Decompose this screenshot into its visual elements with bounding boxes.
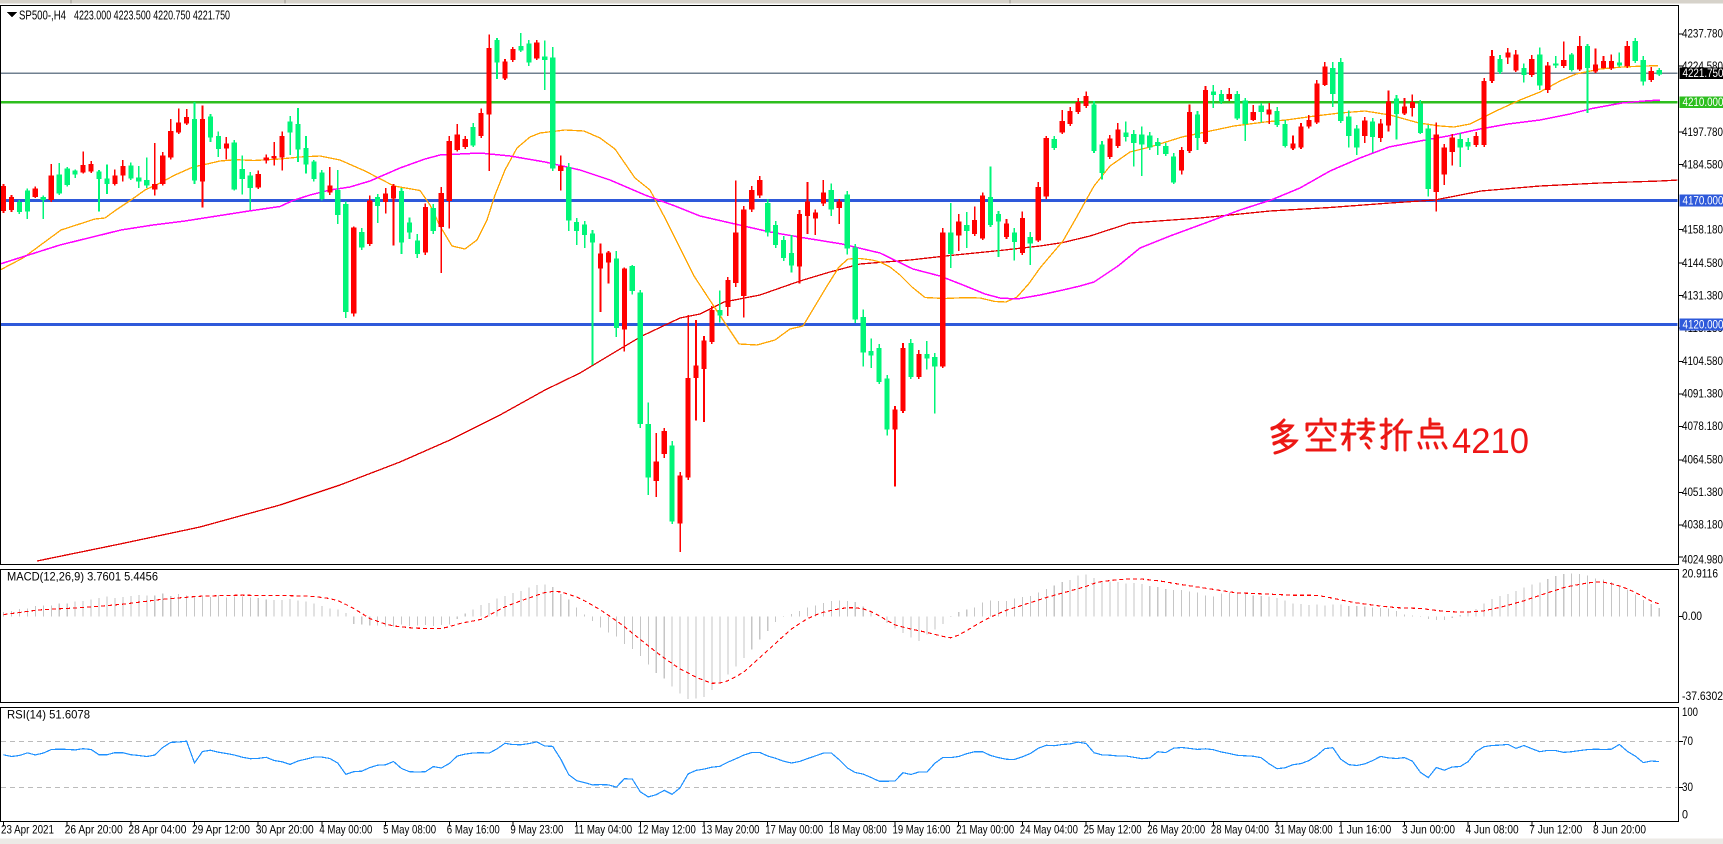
- svg-text:4 May 00:00: 4 May 00:00: [319, 823, 372, 837]
- svg-text:7 Jun 12:00: 7 Jun 12:00: [1529, 823, 1582, 837]
- svg-text:17 May 00:00: 17 May 00:00: [765, 823, 823, 837]
- svg-text:4038.180: 4038.180: [1682, 518, 1723, 532]
- svg-text:4170.000: 4170.000: [1683, 193, 1723, 207]
- svg-text:21 May 00:00: 21 May 00:00: [956, 823, 1014, 837]
- svg-text:31 May 08:00: 31 May 08:00: [1275, 823, 1333, 837]
- svg-text:4197.780: 4197.780: [1682, 125, 1723, 139]
- svg-text:23 Apr 2021: 23 Apr 2021: [1, 823, 54, 837]
- svg-text:4131.380: 4131.380: [1682, 288, 1723, 302]
- svg-text:18 May 08:00: 18 May 08:00: [829, 823, 887, 837]
- svg-text:4158.180: 4158.180: [1682, 222, 1723, 236]
- svg-text:30: 30: [1682, 780, 1693, 794]
- svg-text:4 Jun 08:00: 4 Jun 08:00: [1466, 823, 1519, 837]
- svg-text:4184.580: 4184.580: [1682, 157, 1723, 171]
- svg-text:0.00: 0.00: [1682, 609, 1702, 623]
- svg-text:4091.380: 4091.380: [1682, 387, 1723, 401]
- svg-text:20.9116: 20.9116: [1682, 567, 1718, 581]
- svg-text:3 Jun 00:00: 3 Jun 00:00: [1402, 823, 1455, 837]
- svg-text:28 Apr 04:00: 28 Apr 04:00: [128, 823, 186, 837]
- svg-text:4104.580: 4104.580: [1682, 354, 1723, 368]
- svg-text:4210.000: 4210.000: [1683, 95, 1723, 109]
- svg-text:9 May 23:00: 9 May 23:00: [510, 823, 563, 837]
- svg-text:4051.380: 4051.380: [1682, 485, 1723, 499]
- svg-text:70: 70: [1682, 734, 1693, 748]
- svg-text:4144.580: 4144.580: [1682, 256, 1723, 270]
- svg-text:4221.750: 4221.750: [1683, 66, 1723, 80]
- svg-text:26 Apr 20:00: 26 Apr 20:00: [65, 823, 123, 837]
- svg-text:RSI(14) 51.6078: RSI(14) 51.6078: [7, 708, 90, 722]
- svg-text:13 May 20:00: 13 May 20:00: [702, 823, 760, 837]
- svg-text:12 May 12:00: 12 May 12:00: [638, 823, 696, 837]
- svg-text:19 May 16:00: 19 May 16:00: [893, 823, 951, 837]
- svg-text:25 May 12:00: 25 May 12:00: [1084, 823, 1142, 837]
- svg-text:4223.000 4223.500 4220.750 422: 4223.000 4223.500 4220.750 4221.750: [74, 8, 230, 23]
- svg-text:4120.000: 4120.000: [1683, 317, 1723, 331]
- svg-text:100: 100: [1682, 705, 1698, 719]
- svg-text:MACD(12,26,9) 3.7601 5.4456: MACD(12,26,9) 3.7601 5.4456: [7, 570, 158, 584]
- svg-text:0: 0: [1682, 808, 1688, 822]
- svg-text:4210: 4210: [1452, 421, 1529, 461]
- svg-text:4078.180: 4078.180: [1682, 419, 1723, 433]
- svg-text:30 Apr 20:00: 30 Apr 20:00: [256, 823, 314, 837]
- svg-text:1 Jun 16:00: 1 Jun 16:00: [1338, 823, 1391, 837]
- svg-text:24 May 04:00: 24 May 04:00: [1020, 823, 1078, 837]
- svg-text:4024.980: 4024.980: [1682, 552, 1723, 566]
- svg-text:-37.6302: -37.6302: [1682, 689, 1723, 703]
- svg-text:29 Apr 12:00: 29 Apr 12:00: [192, 823, 250, 837]
- svg-text:4237.780: 4237.780: [1682, 27, 1723, 41]
- svg-text:5 May 08:00: 5 May 08:00: [383, 823, 436, 837]
- svg-text:26 May 20:00: 26 May 20:00: [1147, 823, 1205, 837]
- svg-text:4064.580: 4064.580: [1682, 453, 1723, 467]
- svg-text:8 Jun 20:00: 8 Jun 20:00: [1593, 823, 1646, 837]
- svg-text:SP500-,H4: SP500-,H4: [19, 8, 66, 23]
- svg-text:6 May 16:00: 6 May 16:00: [447, 823, 500, 837]
- svg-text:28 May 04:00: 28 May 04:00: [1211, 823, 1269, 837]
- svg-text:11 May 04:00: 11 May 04:00: [574, 823, 632, 837]
